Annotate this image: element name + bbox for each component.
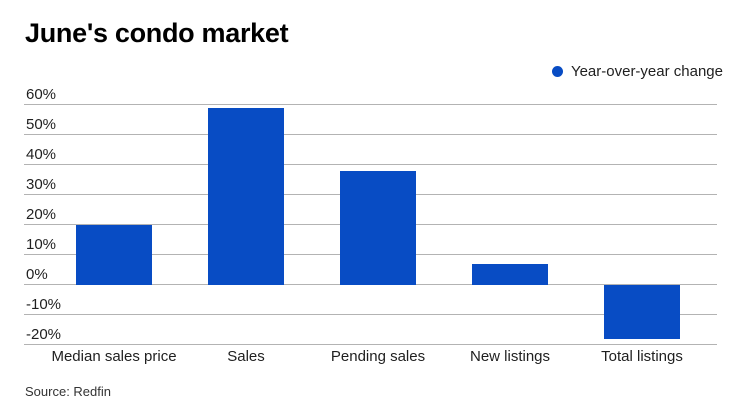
y-axis-tick-label: -10% xyxy=(26,295,62,313)
legend: Year-over-year change xyxy=(551,63,723,80)
bar-new-listings xyxy=(472,263,548,285)
x-axis-category-label: Total listings xyxy=(601,348,683,365)
y-axis-tick-label: 60% xyxy=(26,85,57,103)
gridline xyxy=(24,314,717,315)
chart-title: June's condo market xyxy=(25,18,289,48)
legend-label: Year-over-year change xyxy=(570,63,723,80)
bar-sales xyxy=(208,107,284,285)
x-axis-category-label: New listings xyxy=(469,348,551,365)
y-axis-tick-label: 20% xyxy=(26,205,57,223)
y-axis-tick-label: 0% xyxy=(26,265,48,283)
y-axis-tick-label: 40% xyxy=(26,145,57,163)
legend-dot-icon xyxy=(551,66,563,77)
x-axis-category-label: Median sales price xyxy=(51,348,177,365)
x-axis-category-label: Sales xyxy=(227,348,265,365)
gridline xyxy=(24,344,717,345)
y-axis-tick-label: 50% xyxy=(26,115,57,133)
gridline xyxy=(24,134,717,135)
gridline xyxy=(24,164,717,165)
y-axis-tick-label: -20% xyxy=(26,325,62,343)
bar-total-listings xyxy=(604,284,680,339)
y-axis-tick-label: 10% xyxy=(26,235,57,253)
gridline xyxy=(24,104,717,105)
bar-pending-sales xyxy=(340,170,416,285)
source-note: Source: Redfin xyxy=(25,384,111,399)
x-axis-category-label: Pending sales xyxy=(330,348,426,365)
gridline xyxy=(24,284,717,285)
y-axis-tick-label: 30% xyxy=(26,175,57,193)
bar-median-sales-price xyxy=(76,224,152,285)
